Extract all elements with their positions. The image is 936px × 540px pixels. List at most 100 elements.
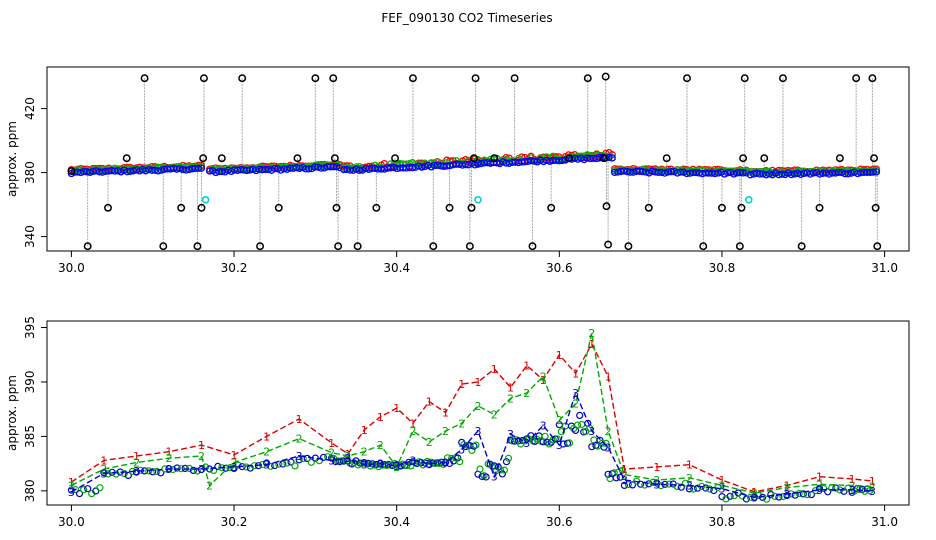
background-point bbox=[295, 456, 303, 464]
series-3-point bbox=[844, 170, 852, 178]
background-point bbox=[815, 484, 824, 492]
series-3-marker: 3 bbox=[296, 450, 303, 463]
outlier-point bbox=[311, 74, 320, 83]
outlier-point bbox=[329, 74, 338, 83]
series-3-marker: 3 bbox=[784, 488, 791, 501]
outlier-point bbox=[835, 154, 844, 163]
bottom-plot-frame bbox=[46, 320, 910, 506]
background-point bbox=[96, 484, 104, 492]
outlier-point bbox=[67, 167, 76, 175]
series-1-marker: 1 bbox=[491, 363, 498, 376]
background-point bbox=[472, 441, 480, 449]
outlier-point bbox=[528, 242, 537, 251]
background-point bbox=[214, 462, 222, 470]
series-3-point bbox=[608, 154, 616, 162]
background-point bbox=[458, 438, 466, 446]
background-point bbox=[279, 460, 287, 468]
series-3-marker: 3 bbox=[68, 486, 75, 499]
background-point bbox=[291, 462, 299, 470]
series-2-marker: 2 bbox=[686, 472, 693, 485]
bottom-x-tick-label: 30.0 bbox=[58, 515, 85, 529]
outlier-point bbox=[718, 203, 726, 212]
background-point bbox=[153, 467, 161, 475]
outlier-point bbox=[445, 203, 454, 212]
series-2-marker: 2 bbox=[491, 409, 498, 422]
background-point bbox=[498, 470, 506, 478]
series-3-marker: 3 bbox=[653, 478, 660, 491]
background-point bbox=[504, 454, 513, 462]
background-point bbox=[299, 455, 307, 463]
series-1-marker: 1 bbox=[361, 424, 368, 437]
series-1-marker: 1 bbox=[556, 349, 563, 362]
outlier-point bbox=[199, 154, 208, 163]
series-2-marker: 2 bbox=[393, 461, 400, 474]
top-x-tick-label: 30.2 bbox=[221, 261, 248, 275]
series-2-line bbox=[71, 332, 873, 494]
background-point bbox=[454, 454, 462, 462]
outlier-point bbox=[353, 242, 362, 251]
series-2-marker: 2 bbox=[784, 482, 791, 495]
series-1-marker: 1 bbox=[166, 446, 173, 459]
series-2-marker: 2 bbox=[68, 479, 75, 492]
series-3-marker: 3 bbox=[507, 428, 514, 441]
outlier-point bbox=[334, 242, 343, 251]
series-1-marker: 1 bbox=[231, 449, 238, 462]
series-2-marker: 2 bbox=[166, 452, 173, 465]
top-y-axis-label: approx. ppm bbox=[5, 121, 19, 197]
outlier-point bbox=[408, 74, 417, 83]
background-point bbox=[541, 432, 549, 440]
bottom-x-tick-label: 30.8 bbox=[709, 515, 736, 529]
background-point bbox=[492, 467, 500, 475]
series-3-marker: 3 bbox=[361, 459, 368, 472]
bottom-y-axis: 380 385 390 395 bbox=[23, 316, 47, 502]
background-point bbox=[271, 461, 279, 470]
background-point bbox=[496, 466, 504, 474]
outlier-point bbox=[193, 242, 202, 251]
series-3-marker: 3 bbox=[133, 465, 140, 478]
outlier-point bbox=[547, 203, 556, 212]
series-2-marker: 2 bbox=[572, 398, 579, 411]
series-3-point bbox=[872, 168, 881, 176]
outlier-point bbox=[699, 242, 708, 251]
top-y-tick-label: 380 bbox=[23, 161, 37, 184]
series-3-marker: 3 bbox=[556, 439, 563, 452]
series-3-point bbox=[558, 156, 566, 165]
background-point bbox=[576, 411, 584, 419]
background-point bbox=[149, 468, 157, 476]
series-2-marker: 2 bbox=[263, 446, 270, 459]
top-x-tick-label: 30.8 bbox=[709, 261, 736, 275]
background-point bbox=[120, 470, 128, 478]
series-3-point bbox=[739, 169, 747, 177]
background-point bbox=[307, 458, 315, 466]
outlier-point bbox=[870, 154, 878, 163]
series-2-marker: 2 bbox=[605, 425, 612, 438]
series-2-marker: 2 bbox=[869, 481, 876, 494]
series-3-marker: 3 bbox=[328, 454, 335, 467]
bottom-y-tick-label: 395 bbox=[23, 316, 37, 339]
series-3-marker: 3 bbox=[263, 459, 270, 472]
series-3-marker: 3 bbox=[344, 452, 351, 465]
series-2-marker: 2 bbox=[426, 436, 433, 449]
series-3-marker: 3 bbox=[426, 458, 433, 471]
series-1-marker: 1 bbox=[393, 402, 400, 415]
background-point bbox=[600, 443, 608, 451]
series-2-marker: 2 bbox=[621, 469, 628, 482]
outlier-point bbox=[332, 203, 341, 212]
background-point bbox=[775, 493, 783, 501]
outlier-point bbox=[797, 242, 806, 251]
top-y-axis: 340 380 420 bbox=[23, 97, 47, 248]
series-3-point bbox=[418, 163, 426, 171]
series-3-marker: 3 bbox=[442, 457, 449, 470]
series-1-marker: 1 bbox=[328, 437, 335, 450]
series-1-marker: 1 bbox=[442, 407, 449, 420]
outlier-point bbox=[583, 74, 592, 83]
series-3-marker: 3 bbox=[393, 460, 400, 473]
outlier-point bbox=[644, 203, 653, 212]
series-2-marker: 2 bbox=[849, 479, 856, 492]
series-3-point bbox=[355, 166, 364, 174]
background-point bbox=[620, 481, 629, 489]
outlier-point bbox=[600, 154, 608, 163]
series-3-marker: 3 bbox=[540, 420, 547, 433]
series-2-marker: 2 bbox=[507, 392, 514, 405]
